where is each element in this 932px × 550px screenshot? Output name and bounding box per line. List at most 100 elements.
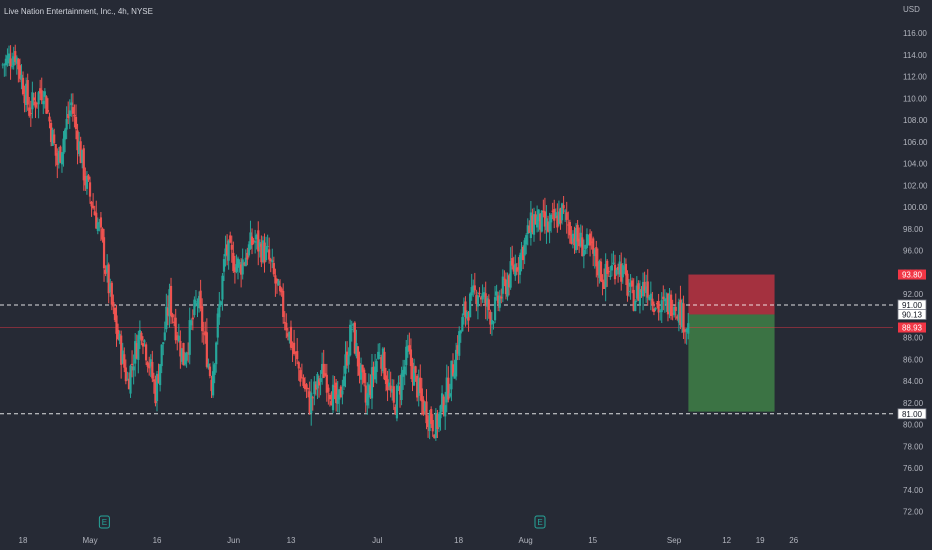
candle-body — [553, 209, 556, 221]
candle-body — [87, 175, 90, 180]
candle-body — [551, 210, 554, 212]
candle-body — [439, 405, 442, 419]
candle-body — [171, 314, 174, 318]
candle-body — [34, 101, 37, 108]
candle-body — [322, 363, 325, 378]
candle-body — [193, 299, 196, 316]
candle-body — [395, 385, 399, 419]
line-price-label-box — [897, 309, 927, 320]
candle-body — [543, 211, 547, 227]
candle-body — [163, 332, 166, 341]
candle-body — [21, 77, 25, 95]
candle-body — [341, 390, 344, 395]
candle-body — [81, 149, 84, 163]
candle-body — [383, 351, 386, 380]
line-price-label: 91.00 — [902, 301, 923, 310]
candle-body — [602, 281, 606, 289]
candle-body — [537, 209, 540, 222]
candle-body — [623, 266, 626, 270]
candle-body — [92, 205, 95, 209]
candle-body — [291, 345, 294, 348]
candle-body — [431, 420, 434, 432]
candle-body — [590, 241, 593, 244]
candle-body — [506, 279, 509, 297]
candle-body — [359, 364, 363, 380]
candle-body — [528, 225, 531, 233]
candle-body — [440, 393, 444, 410]
earnings-icon[interactable] — [534, 515, 546, 529]
x-tick-label: Jul — [372, 536, 382, 545]
candle-body — [680, 302, 684, 328]
candle-body — [241, 259, 244, 275]
candle-body — [79, 141, 82, 163]
candle-body — [476, 295, 480, 307]
candle-body — [307, 388, 310, 390]
x-tick-label: May — [82, 536, 97, 545]
current-price-label: 88.93 — [902, 324, 923, 333]
candle-body — [204, 331, 207, 336]
candle-body — [314, 384, 318, 390]
candle-body — [621, 265, 624, 278]
earnings-icon[interactable] — [98, 515, 110, 529]
candle-body — [93, 211, 96, 216]
line-price-label: 81.00 — [902, 410, 923, 419]
candle-body — [1, 64, 4, 66]
candle-body — [638, 288, 642, 305]
candle-body — [554, 212, 557, 219]
candle-body — [95, 212, 98, 229]
candle-body — [99, 217, 103, 228]
candle-body — [514, 263, 517, 277]
candle-body — [568, 222, 571, 236]
horizontal-lines[interactable] — [0, 304, 893, 415]
candle-body — [303, 384, 307, 390]
candle-body — [662, 296, 665, 300]
candle-body — [567, 224, 570, 226]
candle-body — [632, 289, 635, 311]
y-tick-label: 102.00 — [903, 181, 928, 190]
candle-body — [652, 308, 656, 312]
candle-body — [617, 266, 620, 271]
x-tick-label: Jun — [227, 536, 240, 545]
candle-body — [232, 252, 235, 272]
candle-body — [453, 372, 456, 379]
candle-body — [135, 343, 138, 359]
candle-body — [495, 291, 498, 296]
y-tick-label: 84.00 — [903, 377, 924, 386]
current-price-label-box — [898, 322, 926, 333]
candle-body — [445, 377, 448, 403]
candle-body — [190, 320, 193, 326]
y-tick-label: 112.00 — [903, 73, 927, 82]
candle-body — [236, 258, 240, 268]
y-tick-label: 74.00 — [903, 486, 924, 495]
candle-body — [82, 148, 85, 181]
candle-body — [447, 377, 450, 400]
candle-body — [645, 286, 648, 294]
candle-body — [412, 368, 416, 386]
candle-body — [546, 221, 550, 232]
stop-loss-zone[interactable] — [688, 274, 775, 315]
x-tick-label: 12 — [722, 536, 731, 545]
candle-body — [37, 92, 40, 105]
candle-body — [426, 419, 430, 428]
candle-body — [285, 322, 288, 331]
candle-body — [154, 381, 157, 404]
position-zones[interactable] — [688, 274, 775, 412]
candle-body — [641, 282, 645, 297]
candle-body — [372, 366, 375, 376]
candle-body — [328, 394, 332, 400]
candle-body — [71, 107, 74, 114]
take-profit-zone[interactable] — [688, 314, 775, 412]
candle-body — [254, 241, 257, 243]
candle-body — [324, 373, 327, 376]
candle-body — [90, 201, 93, 207]
candle-body — [183, 360, 187, 365]
candle-body — [610, 265, 613, 271]
candle-body — [573, 238, 576, 246]
candle-body — [557, 211, 561, 225]
candle-body — [344, 354, 347, 374]
candle-body — [31, 92, 34, 110]
candle-body — [243, 263, 246, 265]
candle-body — [70, 102, 73, 106]
